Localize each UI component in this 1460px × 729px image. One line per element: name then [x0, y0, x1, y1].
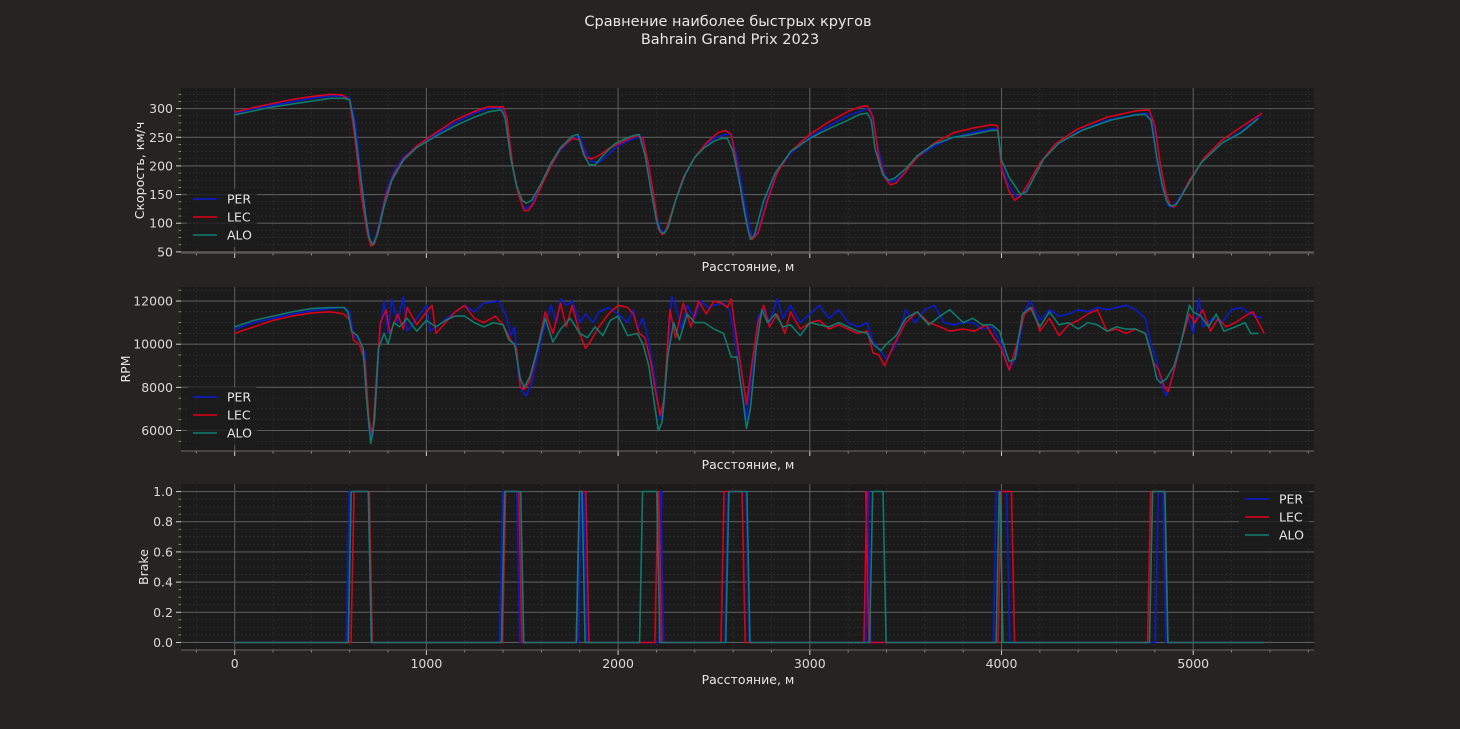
- y-ticks: 0.0 0.2 0.4 0.6 0.8 1.0: [153, 484, 181, 650]
- chart-subtitle: Bahrain Grand Prix 2023: [641, 32, 819, 48]
- legend-label-per: PER: [227, 390, 251, 405]
- series-group: [234, 490, 1265, 644]
- y-ticks: 6000 8000 10000 12000: [133, 289, 181, 442]
- x-tick-label: 1000: [410, 656, 442, 671]
- legend-label-alo: ALO: [227, 426, 252, 441]
- x-axis-label: Расстояние, м: [702, 457, 795, 472]
- minor-grid: [181, 88, 1314, 253]
- legend-label-lec: LEC: [1279, 510, 1303, 525]
- y-tick-label: 0.0: [153, 635, 173, 650]
- x-axis-label: Расстояние, м: [702, 259, 795, 274]
- y-tick-label: 10000: [133, 337, 173, 352]
- chart-title: Сравнение наиболее быстрых кругов: [584, 14, 871, 30]
- x-tick-label: 2000: [602, 656, 634, 671]
- x-tick-label: 0: [231, 656, 239, 671]
- legend-label-alo: ALO: [227, 228, 252, 243]
- y-tick-label: 1.0: [153, 484, 173, 499]
- y-tick-label: 150: [149, 187, 173, 202]
- y-tick-label: 12000: [133, 294, 173, 309]
- y-tick-label: 6000: [141, 423, 173, 438]
- series-line-alo: [234, 97, 1259, 246]
- y-tick-label: 0.4: [153, 575, 173, 590]
- series-line-per: [234, 295, 1263, 438]
- y-tick-label: 300: [149, 101, 173, 116]
- x-tick-label: 4000: [986, 656, 1018, 671]
- x-axis-label: Расстояние, м: [702, 672, 795, 687]
- y-tick-label: 200: [149, 158, 173, 173]
- y-axis-label: RPM: [118, 355, 133, 382]
- series-line-alo: [234, 490, 1265, 644]
- y-tick-label: 0.8: [153, 514, 173, 529]
- y-tick-label: 8000: [141, 380, 173, 395]
- legend-box: [187, 387, 257, 445]
- legend: PER LEC ALO: [187, 387, 257, 445]
- series-line-lec: [234, 93, 1263, 247]
- y-tick-label: 100: [149, 216, 173, 231]
- legend-label-lec: LEC: [227, 210, 251, 225]
- x-tick-label: 5000: [1177, 656, 1209, 671]
- legend: PER LEC ALO: [1239, 489, 1309, 547]
- legend-box: [187, 189, 257, 247]
- y-tick-label: 0.6: [153, 544, 173, 559]
- legend-label-per: PER: [227, 192, 251, 207]
- y-ticks: 50 100 150 200 250 300: [149, 93, 181, 259]
- y-tick-label: 0.2: [153, 605, 173, 620]
- panel-brake: 0.0 0.2 0.4 0.6 0.8 1.0 0 1000 2000 3000 4000 5000 Р…: [136, 484, 1314, 687]
- legend: PER LEC ALO: [187, 189, 257, 247]
- y-axis-label: Brake: [136, 549, 151, 585]
- y-tick-label: 50: [157, 244, 173, 259]
- legend-label-alo: ALO: [1279, 528, 1304, 543]
- minor-grid: [181, 287, 1314, 451]
- series-line-lec: [234, 298, 1265, 436]
- series-group: [234, 295, 1265, 445]
- panel-rpm: 6000 8000 10000 12000 Расстояние, м RPM PER LEC…: [118, 287, 1314, 472]
- major-grid: [181, 88, 1314, 253]
- panel-speed: 50 100 150 200 250 300 Расстояние, м Скорость, …: [132, 88, 1314, 274]
- y-tick-label: 250: [149, 130, 173, 145]
- y-axis-label: Скорость, км/ч: [132, 122, 147, 220]
- legend-label-per: PER: [1279, 492, 1303, 507]
- series-group: [234, 93, 1263, 247]
- x-tick-label: 3000: [794, 656, 826, 671]
- legend-label-lec: LEC: [227, 408, 251, 423]
- series-line-alo: [234, 304, 1259, 445]
- legend-box: [1239, 489, 1309, 547]
